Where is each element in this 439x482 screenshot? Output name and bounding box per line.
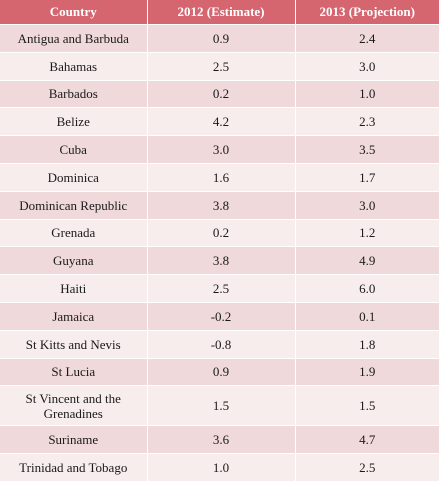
table-row: Grenada 0.2 1.2 <box>0 219 439 248</box>
cell-2012: -0.8 <box>147 330 296 359</box>
cell-country: Barbados <box>0 80 148 109</box>
cell-2013: 2.4 <box>295 24 439 53</box>
header-2013: 2013 (Projection) <box>295 0 439 25</box>
cell-2012: 1.5 <box>147 385 296 427</box>
cell-2013: 1.2 <box>295 219 439 248</box>
table-row: Cuba 3.0 3.5 <box>0 135 439 164</box>
table-row: Barbados 0.2 1.0 <box>0 80 439 109</box>
table-row: St Kitts and Nevis -0.8 1.8 <box>0 330 439 359</box>
cell-2012: 1.6 <box>147 163 296 192</box>
cell-country: St Vincent and the Grenadines <box>0 385 148 427</box>
table-row: Suriname 3.6 4.7 <box>0 425 439 455</box>
cell-country: Belize <box>0 107 148 137</box>
cell-2013: 3.5 <box>295 135 439 164</box>
cell-country: Grenada <box>0 219 148 248</box>
table-row: Trinidad and Tobago 1.0 2.5 <box>0 453 439 482</box>
cell-2012: 3.0 <box>147 135 296 164</box>
table-row: St Lucia 0.9 1.9 <box>0 358 439 387</box>
table-row: Dominican Republic 3.8 3.0 <box>0 191 439 220</box>
cell-2012: -0.2 <box>147 302 296 331</box>
cell-country: St Lucia <box>0 358 148 387</box>
cell-2013: 1.9 <box>295 358 439 387</box>
cell-2012: 3.6 <box>147 425 296 455</box>
cell-country: Dominica <box>0 163 148 192</box>
cell-country: Guyana <box>0 246 148 276</box>
cell-2013: 1.5 <box>295 385 439 427</box>
cell-2013: 1.8 <box>295 330 439 359</box>
cell-2012: 2.5 <box>147 52 296 81</box>
cell-2013: 4.7 <box>295 425 439 455</box>
cell-2012: 1.0 <box>147 453 296 482</box>
table-body: Antigua and Barbuda 0.9 2.4 Bahamas 2.5 3.0 Ba… <box>0 24 439 482</box>
cell-country: Suriname <box>0 425 148 455</box>
table-row: St Vincent and the Grenadines 1.5 1.5 <box>0 385 439 427</box>
cell-country: Antigua and Barbuda <box>0 24 148 53</box>
cell-country: Cuba <box>0 135 148 164</box>
cell-2013: 1.7 <box>295 163 439 192</box>
cell-country: Dominican Republic <box>0 191 148 220</box>
cell-2013: 0.1 <box>295 302 439 331</box>
table-header: Country 2012 (Estimate) 2013 (Projection… <box>0 0 439 25</box>
header-country: Country <box>0 0 148 25</box>
cell-2012: 2.5 <box>147 274 296 303</box>
cell-2012: 3.8 <box>147 191 296 220</box>
cell-2013: 3.0 <box>295 191 439 220</box>
cell-2013: 2.5 <box>295 453 439 482</box>
cell-2012: 0.9 <box>147 24 296 53</box>
cell-2013: 3.0 <box>295 52 439 81</box>
cell-country: Trinidad and Tobago <box>0 453 148 482</box>
cell-2012: 0.2 <box>147 80 296 109</box>
cell-country: St Kitts and Nevis <box>0 330 148 359</box>
table-row: Antigua and Barbuda 0.9 2.4 <box>0 24 439 53</box>
cell-country: Jamaica <box>0 302 148 331</box>
header-2012: 2012 (Estimate) <box>147 0 296 25</box>
table-row: Haiti 2.5 6.0 <box>0 274 439 303</box>
cell-2012: 0.2 <box>147 219 296 248</box>
table-row: Belize 4.2 2.3 <box>0 107 439 137</box>
header-row: Country 2012 (Estimate) 2013 (Projection… <box>0 0 439 25</box>
cell-country: Haiti <box>0 274 148 303</box>
cell-2013: 1.0 <box>295 80 439 109</box>
table-row: Guyana 3.8 4.9 <box>0 246 439 276</box>
cell-country: Bahamas <box>0 52 148 81</box>
table-row: Jamaica -0.2 0.1 <box>0 302 439 331</box>
table-row: Dominica 1.6 1.7 <box>0 163 439 192</box>
cell-2013: 6.0 <box>295 274 439 303</box>
cell-2013: 4.9 <box>295 246 439 276</box>
table-row: Bahamas 2.5 3.0 <box>0 52 439 81</box>
cell-2012: 3.8 <box>147 246 296 276</box>
cell-2013: 2.3 <box>295 107 439 137</box>
cell-2012: 4.2 <box>147 107 296 137</box>
cell-2012: 0.9 <box>147 358 296 387</box>
